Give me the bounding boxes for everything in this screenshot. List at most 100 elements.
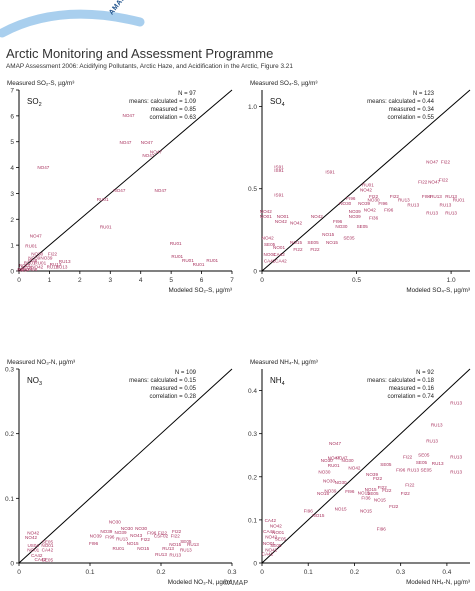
so4-x-tick-label: 1.0 — [447, 277, 456, 284]
nh4-data-point: NO47 — [329, 441, 341, 446]
so4-panel-label: SO4 — [270, 97, 285, 108]
so4-data-point: RU13 — [445, 194, 457, 199]
no3-data-point: CA42 — [35, 557, 47, 562]
no3-x-tick-label: 0.2 — [156, 569, 165, 576]
so2-y-tick-label: 2 — [10, 217, 14, 224]
nh4-data-point: SE05 — [416, 460, 428, 465]
so2-data-point: NO47 — [150, 149, 162, 154]
nh4-data-point: FI22 — [405, 483, 415, 488]
so4-data-point: NO15 — [322, 232, 334, 237]
nh4-data-point: SE05 — [418, 452, 430, 457]
no3-data-point: NO15 — [137, 546, 149, 551]
so2-data-point: NO47 — [154, 188, 166, 193]
nh4-data-point: FI22 — [403, 455, 413, 460]
so2-data-point: RU13 — [59, 259, 71, 264]
so2-stats-line: measured = 0.85 — [151, 107, 197, 113]
no3-data-point: FI22 — [141, 537, 151, 542]
nh4-data-point: FI22 — [378, 485, 388, 490]
so4-data-point: NO39 — [358, 201, 370, 206]
nh4-one-to-one-line — [261, 368, 471, 564]
so4-data-point: RU13 — [426, 211, 438, 216]
so4-data-point: SE05 — [343, 235, 355, 240]
nh4-data-point: NO15 — [317, 491, 329, 496]
so4-data-point: IS91 — [274, 168, 284, 173]
so4-x-tick-label: 0 — [260, 277, 264, 284]
so2-panel-label-subscript: 2 — [39, 102, 42, 108]
nh4-stats-line: N = 92 — [416, 370, 435, 376]
no3-data-point: NO30 — [135, 526, 147, 531]
nh4-y-tick-label: 0.4 — [248, 388, 257, 395]
so4-data-point: NO42 — [311, 214, 323, 219]
footer-credit: ©AMAP — [223, 580, 248, 587]
nh4-y-tick-label: 0.2 — [248, 474, 257, 481]
so2-one-to-one-line — [18, 89, 233, 272]
nh4-data-point: NO15 — [335, 506, 347, 511]
nh4-x-tick-label: 0.3 — [396, 569, 405, 576]
so4-y-tick-label: 0.5 — [248, 186, 257, 193]
so4-data-point: RU13 — [445, 211, 457, 216]
so2-x-tick-label: 6 — [200, 277, 204, 284]
so4-data-point: CA42 — [275, 258, 287, 263]
so2-data-point: FI96 — [28, 267, 38, 272]
so2-x-tick-label: 0 — [17, 277, 21, 284]
nh4-data-point: FI96 — [377, 527, 387, 532]
no3-data-point: NO42 — [25, 535, 37, 540]
nh4-x-tick-label: 0.4 — [442, 569, 451, 576]
no3-x-axis-label: Modeled NO₃-N, µg/m³ — [168, 579, 232, 586]
nh4-data-point: NO15 — [365, 487, 377, 492]
nh4-data-point: SE05 — [380, 462, 392, 467]
so4-data-point: FI22 — [390, 194, 400, 199]
no3-data-point: SE05 — [42, 558, 54, 563]
so2-data-point: RU01 — [34, 260, 46, 265]
so2-data-point: RU01 — [97, 197, 109, 202]
no3-data-point: RU13 — [162, 546, 174, 551]
so2-data-point: NO42 — [18, 267, 30, 272]
so4-data-point: NO01 — [260, 214, 272, 219]
no3-stats-line: correlation = 0.28 — [149, 394, 196, 400]
so2-data-point: NO47 — [113, 188, 125, 193]
nh4-data-point: RU13 — [450, 401, 462, 406]
no3-data-point: NO39 — [100, 529, 112, 534]
nh4-stats-line: means: calculated = 0.18 — [367, 378, 435, 384]
so2-data-point: RU01 — [171, 254, 183, 259]
so2-stats-line: N = 97 — [178, 91, 197, 97]
so4-data-point: FI22 — [441, 160, 451, 165]
nh4-data-point: FI22 — [389, 504, 399, 509]
so2-data-point: NO30 — [31, 251, 43, 256]
nh4-data-point: SE05 — [270, 543, 282, 548]
so2-y-tick-label: 4 — [10, 165, 14, 172]
so2-data-point: NO47 — [37, 165, 49, 170]
so2-panel-label: SO2 — [27, 97, 42, 108]
so4-data-point: IS91 — [274, 193, 284, 198]
nh4-data-point: FI96 — [304, 508, 314, 513]
no3-stats-line: N = 109 — [175, 370, 197, 376]
so2-x-tick-label: 5 — [169, 277, 173, 284]
nh4-data-point: NO42 — [265, 534, 277, 539]
nh4-data-point: NO01 — [272, 530, 284, 535]
nh4-data-point: CA42 — [262, 552, 274, 557]
so2-data-point: RU01 — [25, 243, 37, 248]
no3-data-point: RU13 — [116, 536, 128, 541]
so4-data-point: FI22 — [310, 247, 320, 252]
no3-data-point: SE05 — [180, 539, 192, 544]
so2-data-point: NO42 — [31, 264, 43, 269]
no3-stats-line: measured = 0.05 — [151, 386, 197, 392]
nh4-data-point: FI22 — [382, 488, 392, 493]
so4-data-point: NO30 — [335, 224, 347, 229]
so2-data-point: NO47 — [119, 140, 131, 145]
no3-y-tick-label: 0.2 — [5, 431, 14, 438]
no3-data-point: FI22 — [172, 529, 182, 534]
header: AMAP Arctic Monitoring and Assessment Pr… — [0, 0, 475, 80]
so2-stats-line: correlation = 0.63 — [149, 115, 196, 121]
so4-x-axis-label: Modeled SO₄-S, µg/m³ — [406, 287, 470, 294]
nh4-data-point: FI96 — [396, 468, 406, 473]
nh4-data-point: RU13 — [431, 422, 443, 427]
so4-data-point: RU13 — [440, 202, 452, 207]
so4-data-point: FI96 — [333, 219, 343, 224]
so4-data-point: RU13 — [398, 197, 410, 202]
nh4-data-point: NO15 — [312, 513, 324, 518]
no3-data-point: CSF02 — [154, 534, 169, 539]
no3-data-point: NO01 — [27, 547, 39, 552]
no3-data-point: NO39 — [115, 530, 127, 535]
